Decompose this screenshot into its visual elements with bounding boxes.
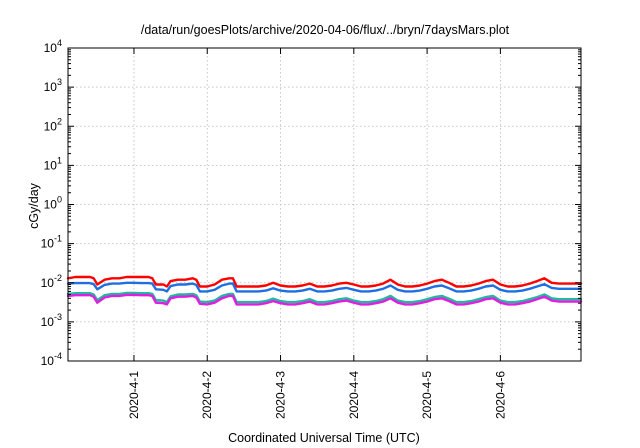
x-tick-label: 2020-4-2 [200, 371, 214, 419]
series-line-4 [66, 293, 583, 306]
grid-layer [68, 48, 581, 361]
y-tick-label-exponent: 0 [57, 195, 62, 205]
y-tick-label-base: 10 [41, 315, 55, 329]
y-tick-label-exponent: 1 [57, 155, 62, 165]
y-tick-label-base: 10 [44, 198, 58, 212]
y-tick-label-base: 10 [44, 119, 58, 133]
y-tick-label: 102 [44, 116, 62, 133]
y-tick-label-base: 10 [44, 158, 58, 172]
y-tick-label: 10-2 [41, 273, 62, 290]
y-tick-label-base: 10 [44, 80, 58, 94]
y-tick-label: 104 [44, 38, 62, 55]
y-tick-label: 101 [44, 155, 62, 172]
y-tick-label-exponent: -1 [54, 234, 62, 244]
y-tick-label-exponent: 3 [57, 77, 62, 87]
y-tick-label: 103 [44, 77, 62, 94]
chart-title: /data/run/goesPlots/archive/2020-04-06/f… [141, 23, 510, 37]
y-tick-label-exponent: -4 [54, 351, 62, 361]
x-tick-label: 2020-4-6 [493, 371, 507, 419]
x-tick-label: 2020-4-5 [420, 371, 434, 419]
y-tick-label: 10-3 [41, 312, 62, 329]
y-tick-label-exponent: -2 [54, 273, 62, 283]
y-tick-label-exponent: 2 [57, 116, 62, 126]
series-layer [66, 275, 583, 306]
y-tick-label-base: 10 [41, 237, 55, 251]
y-tick-label: 10-4 [41, 351, 62, 368]
series-line-1 [66, 275, 583, 288]
x-tick-label: 2020-4-3 [274, 371, 288, 419]
y-axis-label: cGy/day [27, 182, 41, 229]
y-tick-label-base: 10 [44, 41, 58, 55]
x-axis-label: Coordinated Universal Time (UTC) [228, 431, 420, 445]
x-tick-label: 2020-4-4 [347, 371, 361, 419]
y-tick-label: 10-1 [41, 234, 62, 251]
x-tick-label: 2020-4-1 [127, 371, 141, 419]
series-line-2 [66, 281, 583, 293]
y-tick-label-exponent: -3 [54, 312, 62, 322]
y-tick-label: 100 [44, 195, 62, 212]
y-tick-label-base: 10 [41, 354, 55, 368]
y-tick-label-exponent: 4 [57, 38, 62, 48]
y-tick-label-base: 10 [41, 276, 55, 290]
